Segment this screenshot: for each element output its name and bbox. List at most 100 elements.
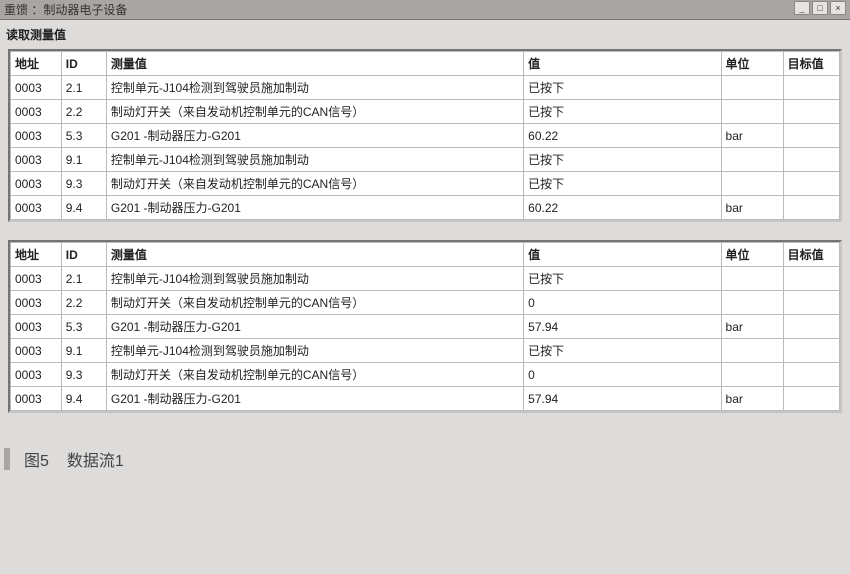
cell-unit: bar — [721, 387, 783, 411]
cell-unit — [721, 291, 783, 315]
cell-unit: bar — [721, 124, 783, 148]
cell-unit — [721, 172, 783, 196]
cell-id: 9.3 — [61, 172, 106, 196]
cell-id: 2.1 — [61, 76, 106, 100]
cell-addr: 0003 — [11, 315, 62, 339]
cell-val: 0 — [524, 363, 721, 387]
cell-desc: G201 -制动器压力-G201 — [106, 196, 523, 220]
cell-target — [783, 387, 839, 411]
table-row[interactable]: 00039.3制动灯开关（来自发动机控制单元的CAN信号）0 — [11, 363, 840, 387]
cell-addr: 0003 — [11, 363, 62, 387]
cell-target — [783, 267, 839, 291]
cell-val: 已按下 — [524, 148, 721, 172]
table-row[interactable]: 00039.3制动灯开关（来自发动机控制单元的CAN信号）已按下 — [11, 172, 840, 196]
cell-addr: 0003 — [11, 291, 62, 315]
measurement-table-2: 地址 ID 测量值 值 单位 目标值 00032.1控制单元-J104检测到驾驶… — [8, 240, 842, 413]
cell-unit — [721, 100, 783, 124]
cell-unit: bar — [721, 315, 783, 339]
cell-addr: 0003 — [11, 148, 62, 172]
cell-id: 9.1 — [61, 148, 106, 172]
cell-addr: 0003 — [11, 196, 62, 220]
cell-id: 2.2 — [61, 100, 106, 124]
window-minimize-button[interactable]: _ — [794, 1, 810, 15]
cell-target — [783, 124, 839, 148]
cell-val: 已按下 — [524, 76, 721, 100]
cell-unit — [721, 339, 783, 363]
section-label: 读取测量值 — [0, 20, 850, 45]
cell-id: 9.4 — [61, 387, 106, 411]
cell-id: 9.3 — [61, 363, 106, 387]
cell-addr: 0003 — [11, 267, 62, 291]
cell-id: 5.3 — [61, 315, 106, 339]
cell-target — [783, 291, 839, 315]
cell-id: 2.1 — [61, 267, 106, 291]
cell-target — [783, 363, 839, 387]
table-header-row: 地址 ID 测量值 值 单位 目标值 — [11, 243, 840, 267]
cell-addr: 0003 — [11, 387, 62, 411]
cell-unit — [721, 148, 783, 172]
cell-target — [783, 339, 839, 363]
cell-target — [783, 196, 839, 220]
cell-val: 0 — [524, 291, 721, 315]
col-unit: 单位 — [721, 52, 783, 76]
window-buttons: _ □ × — [794, 1, 846, 15]
cell-id: 9.1 — [61, 339, 106, 363]
col-id: ID — [61, 52, 106, 76]
measurement-table-1: 地址 ID 测量值 值 单位 目标值 00032.1控制单元-J104检测到驾驶… — [8, 49, 842, 222]
cell-id: 5.3 — [61, 124, 106, 148]
table-row[interactable]: 00039.1控制单元-J104检测到驾驶员施加制动已按下 — [11, 339, 840, 363]
cell-unit: bar — [721, 196, 783, 220]
cell-target — [783, 315, 839, 339]
table-row[interactable]: 00032.1控制单元-J104检测到驾驶员施加制动已按下 — [11, 267, 840, 291]
cell-target — [783, 100, 839, 124]
table-row[interactable]: 00039.4G201 -制动器压力-G20157.94bar — [11, 387, 840, 411]
table-row[interactable]: 00032.2制动灯开关（来自发动机控制单元的CAN信号）已按下 — [11, 100, 840, 124]
col-addr: 地址 — [11, 243, 62, 267]
col-target: 目标值 — [783, 52, 839, 76]
table-header-row: 地址 ID 测量值 值 单位 目标值 — [11, 52, 840, 76]
cell-val: 已按下 — [524, 100, 721, 124]
cell-desc: 制动灯开关（来自发动机控制单元的CAN信号） — [106, 291, 523, 315]
cell-val: 60.22 — [524, 124, 721, 148]
cell-val: 已按下 — [524, 267, 721, 291]
window-close-button[interactable]: × — [830, 1, 846, 15]
window-maximize-button[interactable]: □ — [812, 1, 828, 15]
col-target: 目标值 — [783, 243, 839, 267]
table-row[interactable]: 00039.1控制单元-J104检测到驾驶员施加制动已按下 — [11, 148, 840, 172]
cell-addr: 0003 — [11, 172, 62, 196]
cell-val: 已按下 — [524, 339, 721, 363]
cell-val: 已按下 — [524, 172, 721, 196]
cell-desc: G201 -制动器压力-G201 — [106, 124, 523, 148]
cell-unit — [721, 267, 783, 291]
cell-addr: 0003 — [11, 124, 62, 148]
caption-bar-icon — [4, 448, 10, 470]
cell-addr: 0003 — [11, 100, 62, 124]
content-panel: 地址 ID 测量值 值 单位 目标值 00032.1控制单元-J104检测到驾驶… — [0, 45, 850, 439]
cell-id: 2.2 — [61, 291, 106, 315]
cell-desc: 控制单元-J104检测到驾驶员施加制动 — [106, 267, 523, 291]
cell-desc: 制动灯开关（来自发动机控制单元的CAN信号） — [106, 172, 523, 196]
cell-id: 9.4 — [61, 196, 106, 220]
cell-desc: G201 -制动器压力-G201 — [106, 315, 523, 339]
cell-target — [783, 148, 839, 172]
table-row[interactable]: 00032.1控制单元-J104检测到驾驶员施加制动已按下 — [11, 76, 840, 100]
table-row[interactable]: 00035.3G201 -制动器压力-G20157.94bar — [11, 315, 840, 339]
cell-val: 57.94 — [524, 315, 721, 339]
cell-unit — [721, 76, 783, 100]
col-val: 值 — [524, 243, 721, 267]
table-row[interactable]: 00032.2制动灯开关（来自发动机控制单元的CAN信号）0 — [11, 291, 840, 315]
table-row[interactable]: 00035.3G201 -制动器压力-G20160.22bar — [11, 124, 840, 148]
cell-desc: 制动灯开关（来自发动机控制单元的CAN信号） — [106, 363, 523, 387]
window-title: 重馈 ：制动器电子设备 — [4, 1, 127, 18]
window-titlebar: 重馈 ：制动器电子设备 _ □ × — [0, 0, 850, 20]
cell-desc: 制动灯开关（来自发动机控制单元的CAN信号） — [106, 100, 523, 124]
col-desc: 测量值 — [106, 243, 523, 267]
cell-target — [783, 76, 839, 100]
caption-text: 数据流1 — [67, 447, 124, 471]
caption-figure-number: 图5 — [24, 447, 49, 471]
cell-desc: 控制单元-J104检测到驾驶员施加制动 — [106, 76, 523, 100]
cell-target — [783, 172, 839, 196]
col-id: ID — [61, 243, 106, 267]
figure-caption: 图5 数据流1 — [0, 439, 850, 481]
table-row[interactable]: 00039.4G201 -制动器压力-G20160.22bar — [11, 196, 840, 220]
